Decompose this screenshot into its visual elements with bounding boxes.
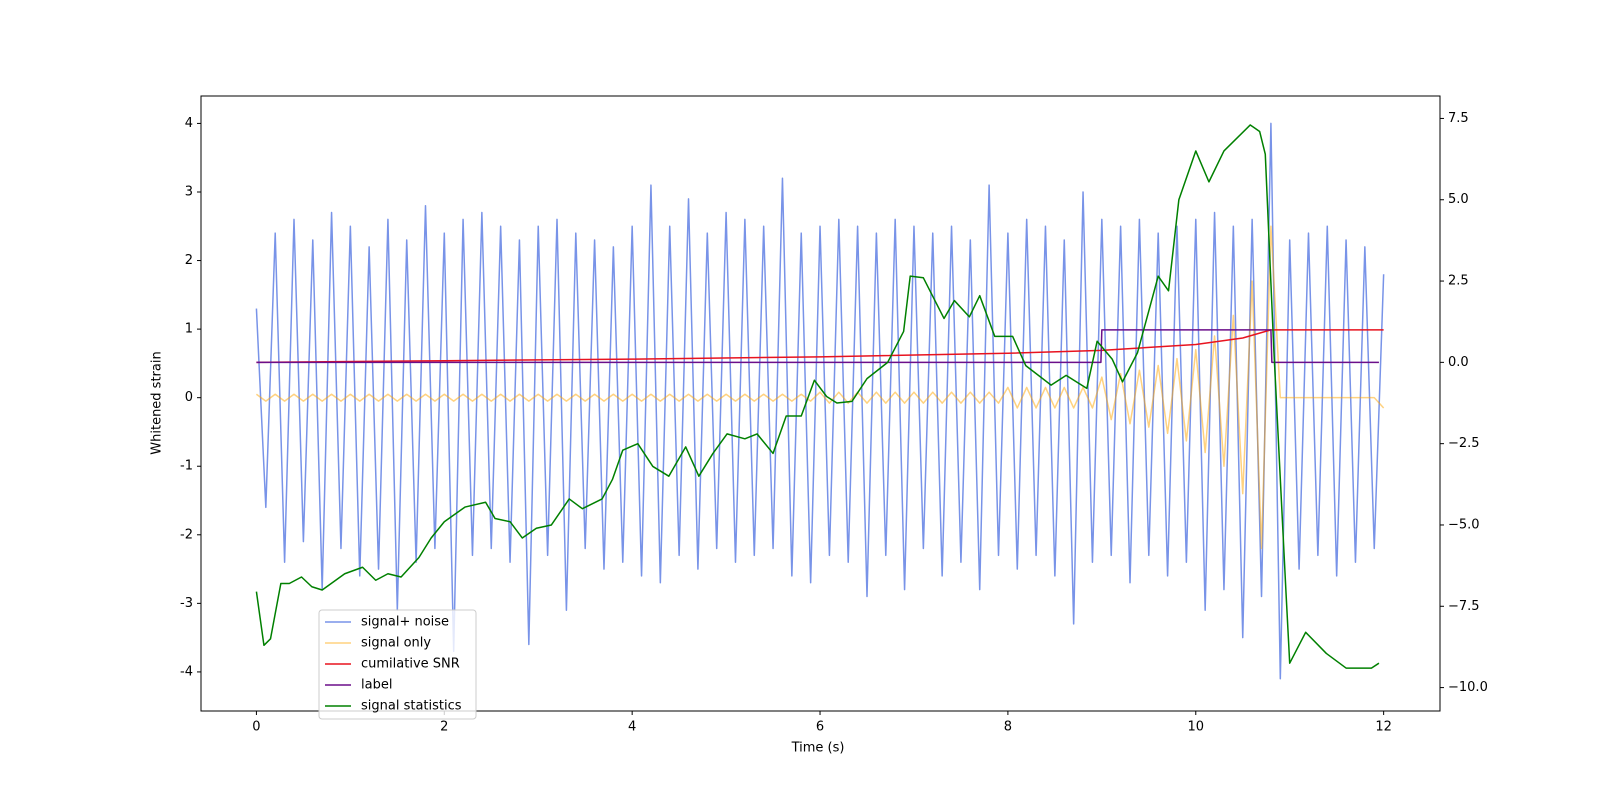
y2-tick-label: 0.0 — [1448, 355, 1469, 370]
y-tick-label: -4 — [180, 664, 193, 679]
y2-tick-label: −2.5 — [1448, 436, 1480, 451]
y2-tick-label: 2.5 — [1448, 274, 1469, 289]
x-tick-label: 4 — [628, 720, 636, 735]
series-line — [256, 329, 1384, 364]
legend-label: cumilative SNR — [361, 657, 460, 672]
y-tick-label: 4 — [185, 116, 193, 131]
legend: signal+ noise signal only cumilative SNR la… — [318, 609, 477, 720]
plot-area — [255, 122, 1385, 680]
x-tick-label: 12 — [1375, 720, 1392, 735]
series-line — [255, 124, 1380, 669]
y-axis-label: Whitened strain — [150, 351, 165, 454]
x-axis-label: Time (s) — [791, 741, 845, 756]
x-tick-label: 0 — [252, 720, 260, 735]
y2-tick-label: −7.5 — [1448, 599, 1480, 614]
y-tick-label: 2 — [185, 253, 193, 268]
legend-label: signal statistics — [361, 699, 462, 714]
legend-label: label — [361, 678, 392, 693]
y-tick-label: 0 — [185, 390, 193, 405]
y-tick-label: -1 — [180, 459, 193, 474]
x-tick-label: 8 — [1004, 720, 1012, 735]
series-line — [255, 225, 1385, 550]
y2-tick-label: −10.0 — [1448, 680, 1488, 695]
y-tick-label: -2 — [180, 527, 193, 542]
legend-label: signal only — [361, 636, 431, 651]
series-line — [256, 329, 1379, 364]
x-tick-label: 6 — [816, 720, 824, 735]
legend-label: signal+ noise — [361, 615, 449, 630]
y2-tick-label: −5.0 — [1448, 517, 1480, 532]
x-tick-label: 2 — [440, 720, 448, 735]
y2-tick-label: 7.5 — [1448, 111, 1469, 126]
series-line — [255, 122, 1385, 680]
x-tick-label: 10 — [1187, 720, 1204, 735]
y-tick-label: 1 — [185, 322, 193, 337]
y-tick-label: -3 — [180, 596, 193, 611]
legend-box — [318, 609, 477, 720]
y2-tick-label: 5.0 — [1448, 192, 1469, 207]
y-tick-label: 3 — [185, 184, 193, 199]
